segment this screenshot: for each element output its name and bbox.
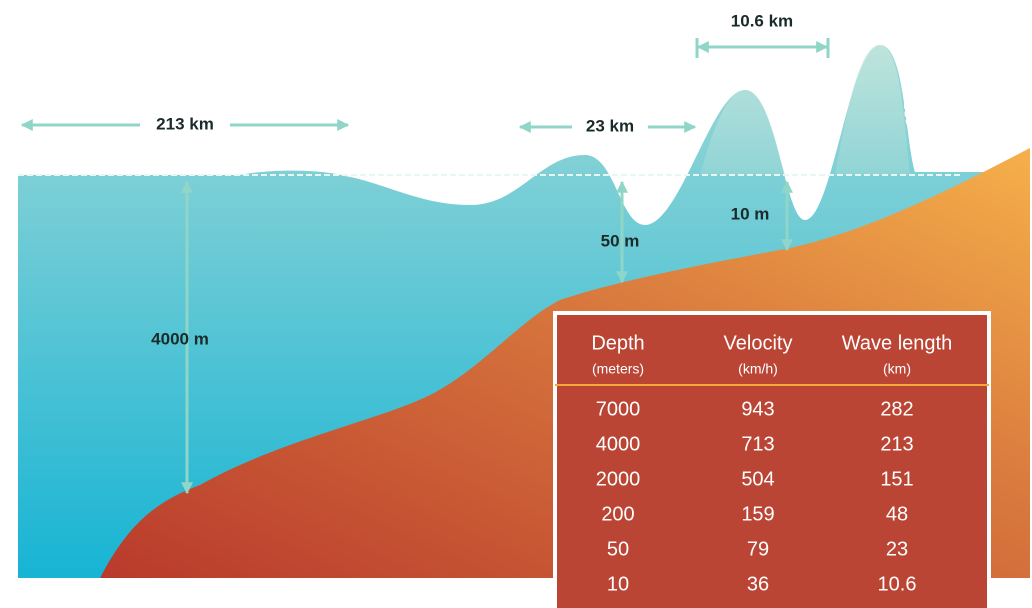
table-cell: 7000 bbox=[596, 398, 641, 420]
column-unit: (km/h) bbox=[738, 361, 778, 377]
table-cell: 200 bbox=[601, 503, 634, 525]
table-cell: 713 bbox=[741, 433, 774, 455]
column-unit: (meters) bbox=[592, 361, 644, 377]
wave-crest bbox=[700, 45, 910, 175]
breaking-curl bbox=[879, 13, 939, 173]
column-header: Wave length bbox=[842, 332, 952, 354]
data-table: Depth (meters) Velocity (km/h) Wave length (k… bbox=[553, 311, 991, 608]
table-cell: 159 bbox=[741, 503, 774, 525]
table-cell: 2000 bbox=[596, 468, 641, 490]
table-cell: 504 bbox=[741, 468, 774, 490]
column-unit: (km) bbox=[883, 361, 911, 377]
table-cell: 10 bbox=[607, 573, 629, 595]
column-header: Depth bbox=[591, 332, 644, 354]
table-cell: 282 bbox=[880, 398, 913, 420]
depth-label: 50 m bbox=[601, 231, 640, 250]
depth-label: 4000 m bbox=[151, 329, 209, 348]
wavelength-label: 23 km bbox=[586, 116, 634, 135]
wavelength-label: 213 km bbox=[156, 114, 214, 133]
table-cell: 943 bbox=[741, 398, 774, 420]
table-background bbox=[553, 311, 991, 608]
table-cell: 23 bbox=[886, 538, 908, 560]
table-cell: 4000 bbox=[596, 433, 641, 455]
wavelength-label: 10.6 km bbox=[731, 11, 793, 30]
table-cell: 79 bbox=[747, 538, 769, 560]
table-cell: 151 bbox=[880, 468, 913, 490]
column-header: Velocity bbox=[724, 332, 793, 354]
table-cell: 50 bbox=[607, 538, 629, 560]
table-cell: 213 bbox=[880, 433, 913, 455]
table-cell: 10.6 bbox=[878, 573, 917, 595]
table-cell: 48 bbox=[886, 503, 908, 525]
depth-label: 10 m bbox=[731, 204, 770, 223]
table-cell: 36 bbox=[747, 573, 769, 595]
